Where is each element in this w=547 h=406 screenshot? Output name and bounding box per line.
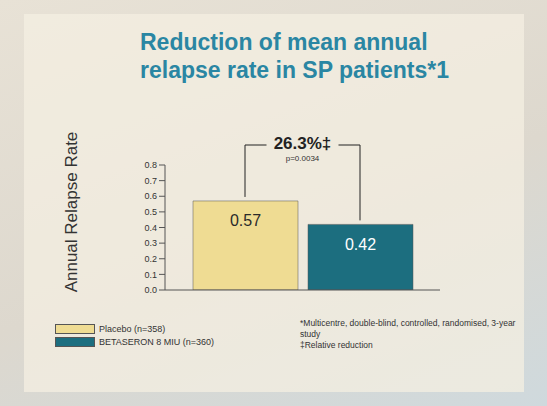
- html-text:‡Relative reduction: ‡Relative reduction: [300, 340, 373, 350]
- svg-text:0.2: 0.2: [144, 254, 157, 264]
- html-text:*Multicentre, double-blind, co: *Multicentre, double-blind, controlled, …: [300, 318, 516, 339]
- svg-text:0.6: 0.6: [144, 191, 157, 201]
- html-text:Annual Relapse Rate: Annual Relapse Rate: [62, 131, 81, 293]
- html-text:BETASERON 8 MIU (n=360): BETASERON 8 MIU (n=360): [99, 336, 215, 347]
- svg-text:p=0.0034: p=0.0034: [286, 154, 320, 163]
- svg-text:0.3: 0.3: [144, 238, 157, 248]
- svg-text:0.7: 0.7: [144, 176, 157, 186]
- html-text:Placebo (n=358): Placebo (n=358): [99, 323, 166, 334]
- svg-text:0.1: 0.1: [144, 270, 157, 280]
- svg-text:0.4: 0.4: [144, 223, 157, 233]
- svg-text:0.5: 0.5: [144, 207, 157, 217]
- svg-text:0.42: 0.42: [345, 236, 376, 253]
- svg-text:0.57: 0.57: [230, 212, 261, 229]
- svg-text:0.8: 0.8: [144, 160, 157, 170]
- html-text:Reduction of mean annual relap: Reduction of mean annual relapse rate in…: [140, 29, 449, 83]
- svg-text:26.3%‡: 26.3%‡: [274, 134, 332, 153]
- svg-text:0.0: 0.0: [144, 285, 157, 295]
